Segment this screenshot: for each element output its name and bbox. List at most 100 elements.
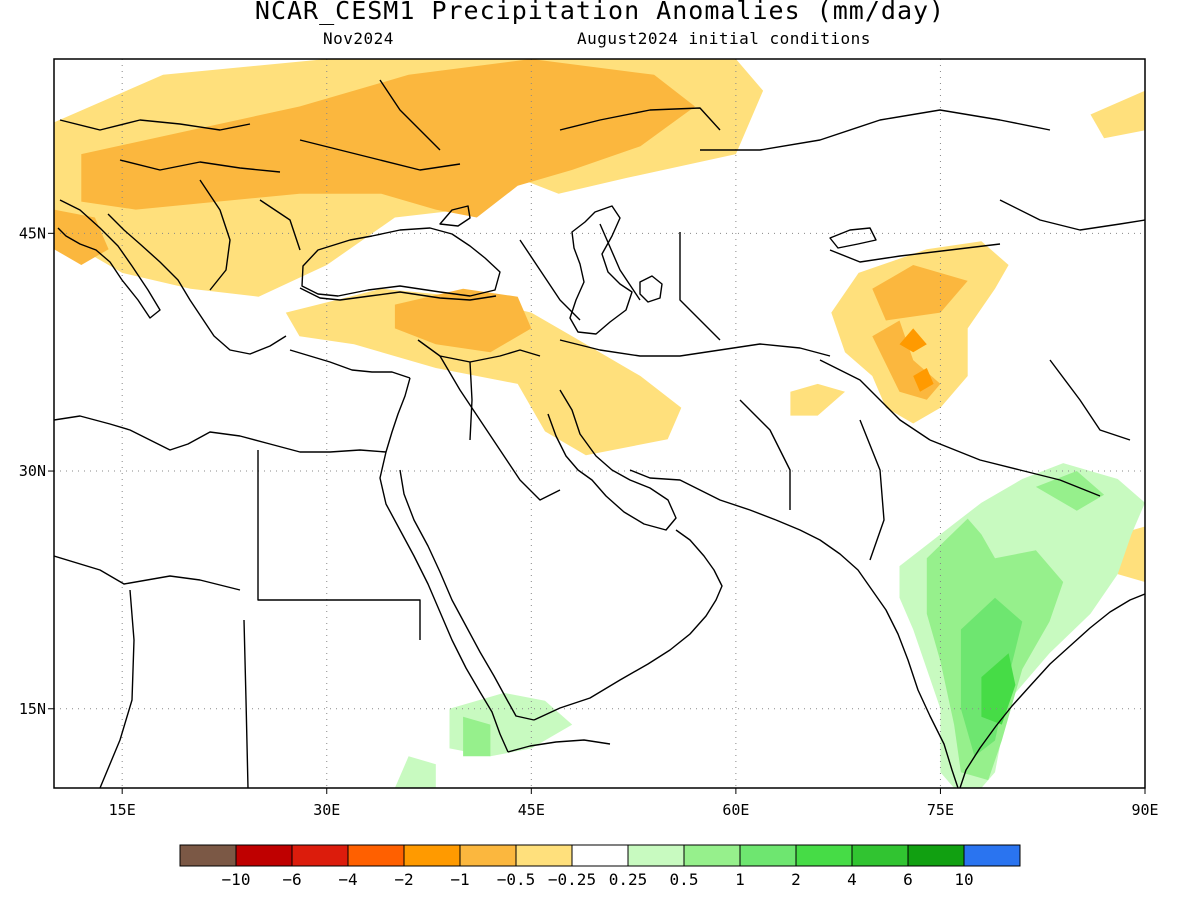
colorbar-swatch	[347, 844, 405, 867]
colorbar-label: −1	[450, 870, 469, 889]
colorbar-label: 10	[954, 870, 973, 889]
turkey-south-coast	[289, 349, 411, 379]
init-conditions: August2024 initial conditions	[577, 29, 871, 48]
anomaly-shading	[54, 59, 1145, 788]
anomaly-region-dry-strong	[899, 328, 927, 353]
lon-tick-label: 60E	[722, 801, 749, 819]
india-east-coast	[959, 593, 1145, 788]
valid-month: Nov2024	[323, 29, 394, 48]
lon-tick-label: 45E	[518, 801, 545, 819]
colorbar-label: 4	[847, 870, 857, 889]
border	[379, 79, 441, 151]
anomaly-region-dry-mod	[872, 265, 968, 321]
persian-gulf-coast	[547, 389, 677, 531]
anomaly-region-wet-mod	[463, 716, 491, 757]
border	[599, 223, 641, 301]
colorbar-label: −6	[282, 870, 301, 889]
colorbar-label: −0.25	[548, 870, 596, 889]
gulf-of-aden-coast	[507, 739, 611, 753]
india-west-coast	[775, 519, 959, 788]
lat-tick-label: 45N	[19, 224, 46, 242]
border	[257, 450, 421, 640]
colorbar-swatch	[459, 844, 517, 867]
caspian-sea-coast	[569, 205, 633, 335]
anomaly-region-dry-light	[790, 383, 845, 416]
map-title: NCAR_CESM1 Precipitation Anomalies (mm/d…	[254, 0, 946, 25]
balkhash-lake-coast	[829, 227, 877, 249]
arabia-south-coast	[533, 529, 723, 721]
balkan-coast	[107, 213, 287, 355]
anomaly-region-dry-strong	[913, 368, 934, 392]
anomaly-region-dry-mod	[394, 288, 532, 353]
colorbar-label: −10	[222, 870, 251, 889]
border	[54, 555, 241, 591]
black-sea-coast	[301, 227, 501, 297]
border	[819, 359, 931, 441]
lon-tick-label: 30E	[313, 801, 340, 819]
border	[439, 355, 561, 501]
colorbar-label: 0.5	[670, 870, 699, 889]
anomaly-region-wet-light	[394, 756, 436, 788]
iran-south-coast	[629, 469, 777, 521]
border	[199, 179, 231, 291]
colorbar-label: 6	[903, 870, 913, 889]
border	[679, 232, 721, 341]
colorbar-swatch	[739, 844, 797, 867]
border	[259, 199, 301, 251]
levant-coast	[385, 377, 411, 453]
border	[700, 109, 1051, 151]
colorbar-label: −0.5	[497, 870, 536, 889]
border	[559, 107, 721, 131]
border	[119, 159, 281, 173]
border	[739, 399, 791, 510]
border	[999, 199, 1145, 231]
colorbar-label: 2	[791, 870, 801, 889]
colorbar-label: 0.25	[609, 870, 648, 889]
lat-tick-label: 30N	[19, 462, 46, 480]
map-frame	[53, 58, 1146, 789]
border	[829, 243, 1001, 263]
turkey-north-coast	[299, 287, 497, 301]
anomaly-region-dry-light	[285, 288, 682, 456]
italy-coast	[57, 199, 161, 319]
colorbar-swatch	[907, 844, 965, 867]
anomaly-region-dry-mod	[81, 59, 696, 218]
coastlines-and-borders	[54, 79, 1145, 788]
colorbar-swatch	[851, 844, 909, 867]
border	[99, 589, 135, 788]
colorbar-swatch	[571, 844, 629, 867]
lon-tick-label: 75E	[927, 801, 954, 819]
border	[417, 339, 541, 363]
border	[59, 119, 251, 131]
colorbar-swatch	[403, 844, 461, 867]
colorbar-swatch	[179, 844, 237, 867]
anomaly-region-wet-mod	[1035, 471, 1105, 511]
border	[559, 339, 831, 357]
colorbar-swatch	[627, 844, 685, 867]
colorbar-swatch	[235, 844, 293, 867]
colorbar-swatch	[291, 844, 349, 867]
colorbar-label: −2	[394, 870, 413, 889]
border	[1049, 359, 1131, 441]
anomaly-region-wet-max	[981, 653, 1016, 725]
border	[243, 619, 249, 788]
colorbar-swatch	[683, 844, 741, 867]
anomaly-region-dry-light	[831, 241, 1009, 424]
colorbar-swatch	[795, 844, 853, 867]
axis-tick-labels: 15E 30E 45E 60E 75E 90E 45N 30N 15N	[19, 224, 1159, 819]
border	[859, 419, 885, 561]
lat-tick-label: 15N	[19, 700, 46, 718]
border	[929, 439, 1101, 497]
red-sea-west-coast	[379, 451, 509, 753]
border	[469, 361, 473, 441]
colorbar: −10 −6 −4 −2 −1 −0.5 −0.25 0.25 0.5 1 2 4 6 10	[179, 844, 1021, 889]
aral-sea-coast	[639, 275, 663, 303]
colorbar-swatch	[515, 844, 573, 867]
lon-tick-label: 15E	[109, 801, 136, 819]
azov-sea-coast	[439, 205, 471, 227]
red-sea-east-coast	[399, 469, 535, 721]
anomaly-region-dry-light	[1090, 90, 1145, 139]
border	[519, 239, 581, 321]
lon-tick-label: 90E	[1131, 801, 1158, 819]
